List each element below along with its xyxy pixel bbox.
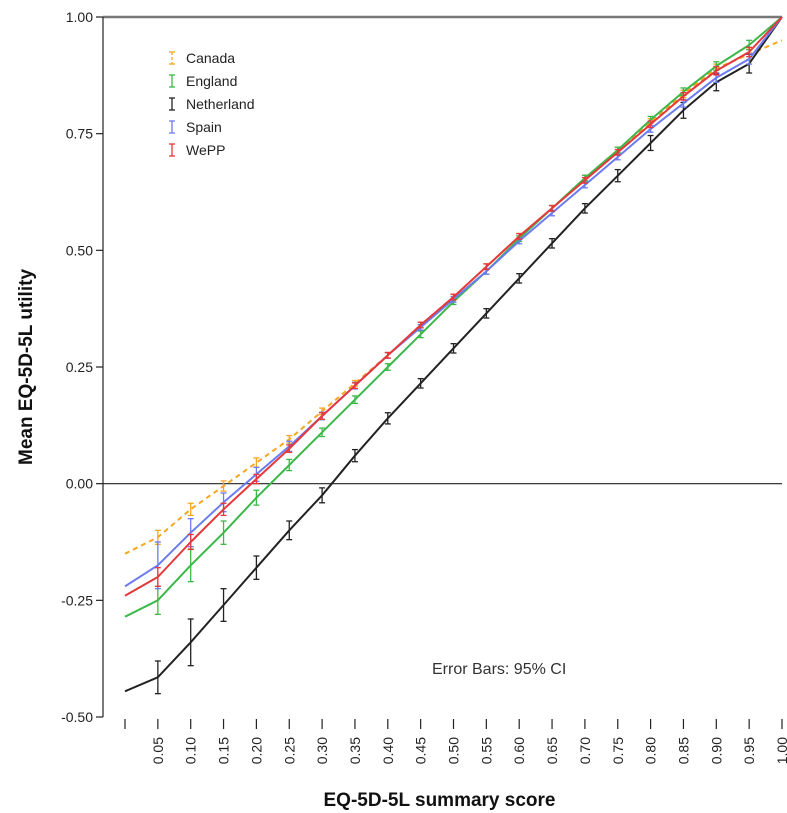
y-axis-title: Mean EQ-5D-5L utility bbox=[16, 269, 37, 465]
error-bar bbox=[549, 204, 556, 212]
error-bar bbox=[417, 321, 424, 329]
error-bar bbox=[713, 65, 720, 76]
legend-item-netherland: Netherland bbox=[169, 96, 255, 112]
series-wepp bbox=[124, 16, 783, 597]
legend-symbol bbox=[169, 51, 175, 65]
error-bar bbox=[581, 203, 588, 214]
legend: Canada England Netherland Spain WePP bbox=[169, 50, 255, 158]
error-bar bbox=[417, 378, 424, 389]
x-tick-label: 0.50 bbox=[446, 737, 462, 764]
error-bar bbox=[647, 120, 654, 129]
x-tick-label: 0.65 bbox=[544, 737, 560, 764]
x-tick-label: 0.85 bbox=[675, 737, 691, 764]
legend-label: Canada bbox=[186, 50, 235, 66]
error-bar bbox=[351, 395, 358, 405]
error-bar bbox=[253, 457, 260, 468]
x-tick-label: 0.60 bbox=[511, 737, 527, 764]
y-tick-label: -0.25 bbox=[61, 592, 93, 608]
error-bar bbox=[516, 273, 523, 284]
error-bar bbox=[647, 134, 654, 152]
legend-label: Netherland bbox=[186, 96, 255, 112]
error-bar bbox=[581, 176, 588, 184]
error-bar bbox=[220, 502, 227, 517]
error-bar bbox=[220, 588, 227, 622]
error-bar bbox=[253, 473, 260, 485]
error-bar bbox=[450, 293, 457, 301]
x-tick-label: 0.80 bbox=[643, 737, 659, 764]
error-bar bbox=[384, 363, 391, 371]
error-bar bbox=[614, 148, 621, 156]
y-tick-label: -0.50 bbox=[61, 709, 93, 725]
y-tick-label: 0.25 bbox=[66, 359, 93, 375]
plot-area bbox=[103, 15, 782, 485]
legend-symbol bbox=[169, 97, 175, 111]
error-bars-annotation: Error Bars: 95% CI bbox=[432, 661, 566, 678]
x-tick-label: 0.75 bbox=[610, 737, 626, 764]
x-tick-label: 1.00 bbox=[774, 737, 787, 764]
x-tick-label: 0.10 bbox=[183, 737, 199, 764]
legend-label: WePP bbox=[186, 142, 225, 158]
error-bar bbox=[187, 533, 194, 551]
x-tick-label: 0.45 bbox=[413, 737, 429, 764]
x-tick-label: 0.05 bbox=[150, 737, 166, 764]
legend-item-canada: Canada bbox=[169, 50, 235, 66]
y-tick-label: 0.00 bbox=[66, 476, 93, 492]
error-bar bbox=[253, 555, 260, 580]
legend-item-england: England bbox=[169, 73, 237, 89]
axes: -0.50 -0.25 0.00 0.25 0.50 0.75 1.00 0.05 0.10 0.… bbox=[16, 9, 787, 811]
error-bar bbox=[384, 351, 391, 359]
x-tick-label: 0.30 bbox=[314, 737, 330, 764]
legend-symbol bbox=[169, 120, 175, 134]
error-bar bbox=[746, 46, 753, 58]
x-tick-label: 0.20 bbox=[248, 737, 264, 764]
error-bar bbox=[286, 444, 293, 454]
error-bar bbox=[483, 308, 490, 319]
error-bar bbox=[253, 489, 260, 506]
error-bar bbox=[680, 91, 687, 101]
error-bar bbox=[154, 660, 161, 695]
x-tick-label: 0.25 bbox=[281, 737, 297, 764]
error-bar bbox=[483, 263, 490, 271]
error-bar bbox=[450, 343, 457, 354]
error-bar bbox=[220, 480, 227, 492]
legend-symbol bbox=[169, 143, 175, 157]
legend-label: England bbox=[186, 73, 237, 89]
error-bar bbox=[549, 238, 556, 249]
x-tick-label: 0.55 bbox=[478, 737, 494, 764]
error-bar bbox=[286, 520, 293, 541]
x-tick-label: 0.35 bbox=[347, 737, 363, 764]
error-bar bbox=[516, 232, 523, 240]
error-bar bbox=[187, 502, 194, 517]
x-tick-label: 0.95 bbox=[741, 737, 757, 764]
x-tick-label: 0.90 bbox=[708, 737, 724, 764]
y-tick-label: 1.00 bbox=[66, 9, 93, 25]
error-bar bbox=[154, 567, 161, 587]
error-bar bbox=[187, 618, 194, 667]
series-netherland bbox=[124, 16, 783, 695]
x-tick-label: 0.40 bbox=[380, 737, 396, 764]
x-tick-label: 0.70 bbox=[577, 737, 593, 764]
y-tick-label: 0.50 bbox=[66, 242, 93, 258]
series-layer bbox=[124, 16, 783, 695]
error-bar bbox=[417, 330, 424, 339]
x-tick-label: 0.15 bbox=[216, 737, 232, 764]
error-bar bbox=[319, 412, 326, 420]
legend-item-spain: Spain bbox=[169, 119, 222, 135]
error-bar bbox=[319, 427, 326, 438]
error-bar bbox=[187, 548, 194, 583]
legend-item-wepp: WePP bbox=[169, 142, 225, 158]
error-bar bbox=[614, 168, 621, 183]
error-bar bbox=[351, 448, 358, 463]
error-bar bbox=[351, 382, 358, 390]
legend-symbol bbox=[169, 74, 175, 88]
error-bar bbox=[319, 487, 326, 504]
y-tick-label: 0.75 bbox=[66, 126, 93, 142]
x-axis-title: EQ-5D-5L summary score bbox=[324, 790, 556, 811]
error-bar bbox=[220, 520, 227, 545]
error-bar bbox=[384, 412, 391, 425]
legend-label: Spain bbox=[186, 119, 222, 135]
error-bar bbox=[286, 458, 293, 472]
